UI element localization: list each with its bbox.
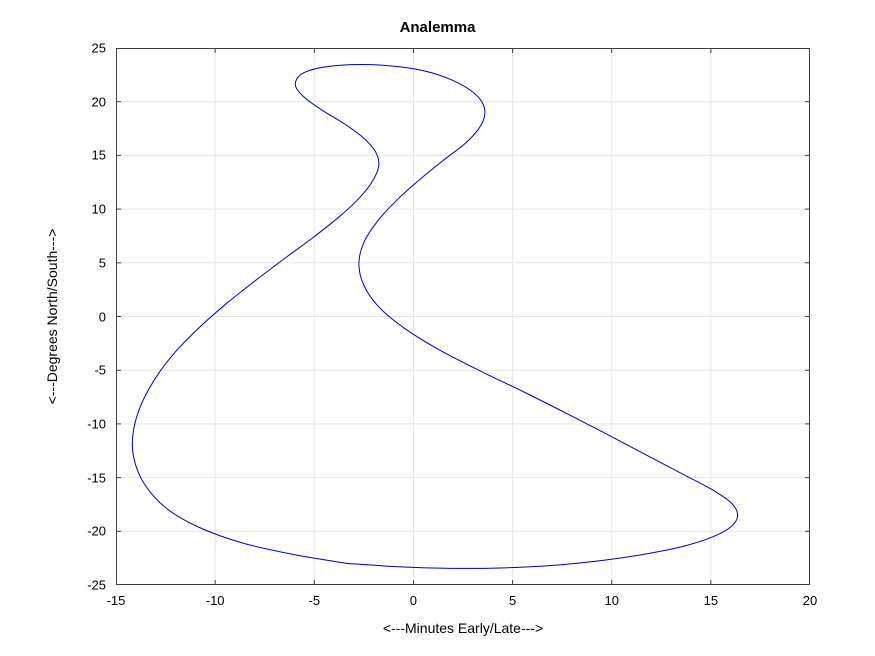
- axes-svg: [116, 48, 810, 585]
- chart-figure: Analemma <---Minutes Early/Late---> <---…: [0, 0, 875, 656]
- x-tick-label: -10: [206, 593, 225, 608]
- y-tick-label: 0: [76, 309, 106, 324]
- x-tick-label: 10: [604, 593, 618, 608]
- y-tick-label: -10: [76, 416, 106, 431]
- y-tick-label: -5: [76, 363, 106, 378]
- axes-area: [116, 48, 810, 585]
- x-tick-label: -15: [107, 593, 126, 608]
- x-axis-label: <---Minutes Early/Late--->: [116, 620, 810, 636]
- y-tick-label: -25: [76, 578, 106, 593]
- x-tick-label: 15: [704, 593, 718, 608]
- y-tick-label: -20: [76, 524, 106, 539]
- x-tick-label: 20: [803, 593, 817, 608]
- y-tick-label: 20: [76, 94, 106, 109]
- x-tick-label: -5: [309, 593, 321, 608]
- y-tick-label: 25: [76, 41, 106, 56]
- x-tick-label: 5: [509, 593, 516, 608]
- y-tick-label: 10: [76, 202, 106, 217]
- y-axis-label: <---Degrees North/South--->: [44, 48, 60, 585]
- chart-title: Analemma: [0, 19, 875, 36]
- y-tick-label: 5: [76, 255, 106, 270]
- y-tick-label: -15: [76, 470, 106, 485]
- x-tick-label: 0: [410, 593, 417, 608]
- y-tick-label: 15: [76, 148, 106, 163]
